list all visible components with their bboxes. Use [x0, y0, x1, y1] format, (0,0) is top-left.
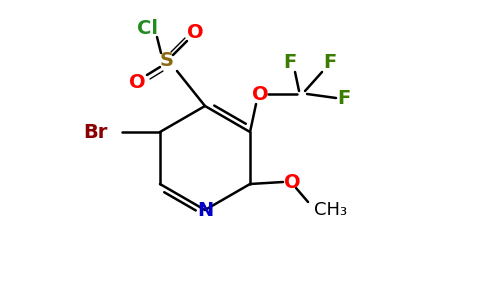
Text: Cl: Cl — [136, 20, 157, 38]
Text: F: F — [284, 52, 297, 71]
Text: N: N — [197, 200, 213, 220]
Text: O: O — [187, 23, 203, 43]
Text: O: O — [252, 85, 268, 104]
Text: O: O — [129, 74, 145, 92]
Text: O: O — [284, 172, 301, 191]
Text: Br: Br — [84, 122, 108, 142]
Text: CH₃: CH₃ — [314, 201, 347, 219]
Text: S: S — [160, 52, 174, 70]
Text: F: F — [323, 52, 337, 71]
Text: F: F — [337, 88, 351, 107]
